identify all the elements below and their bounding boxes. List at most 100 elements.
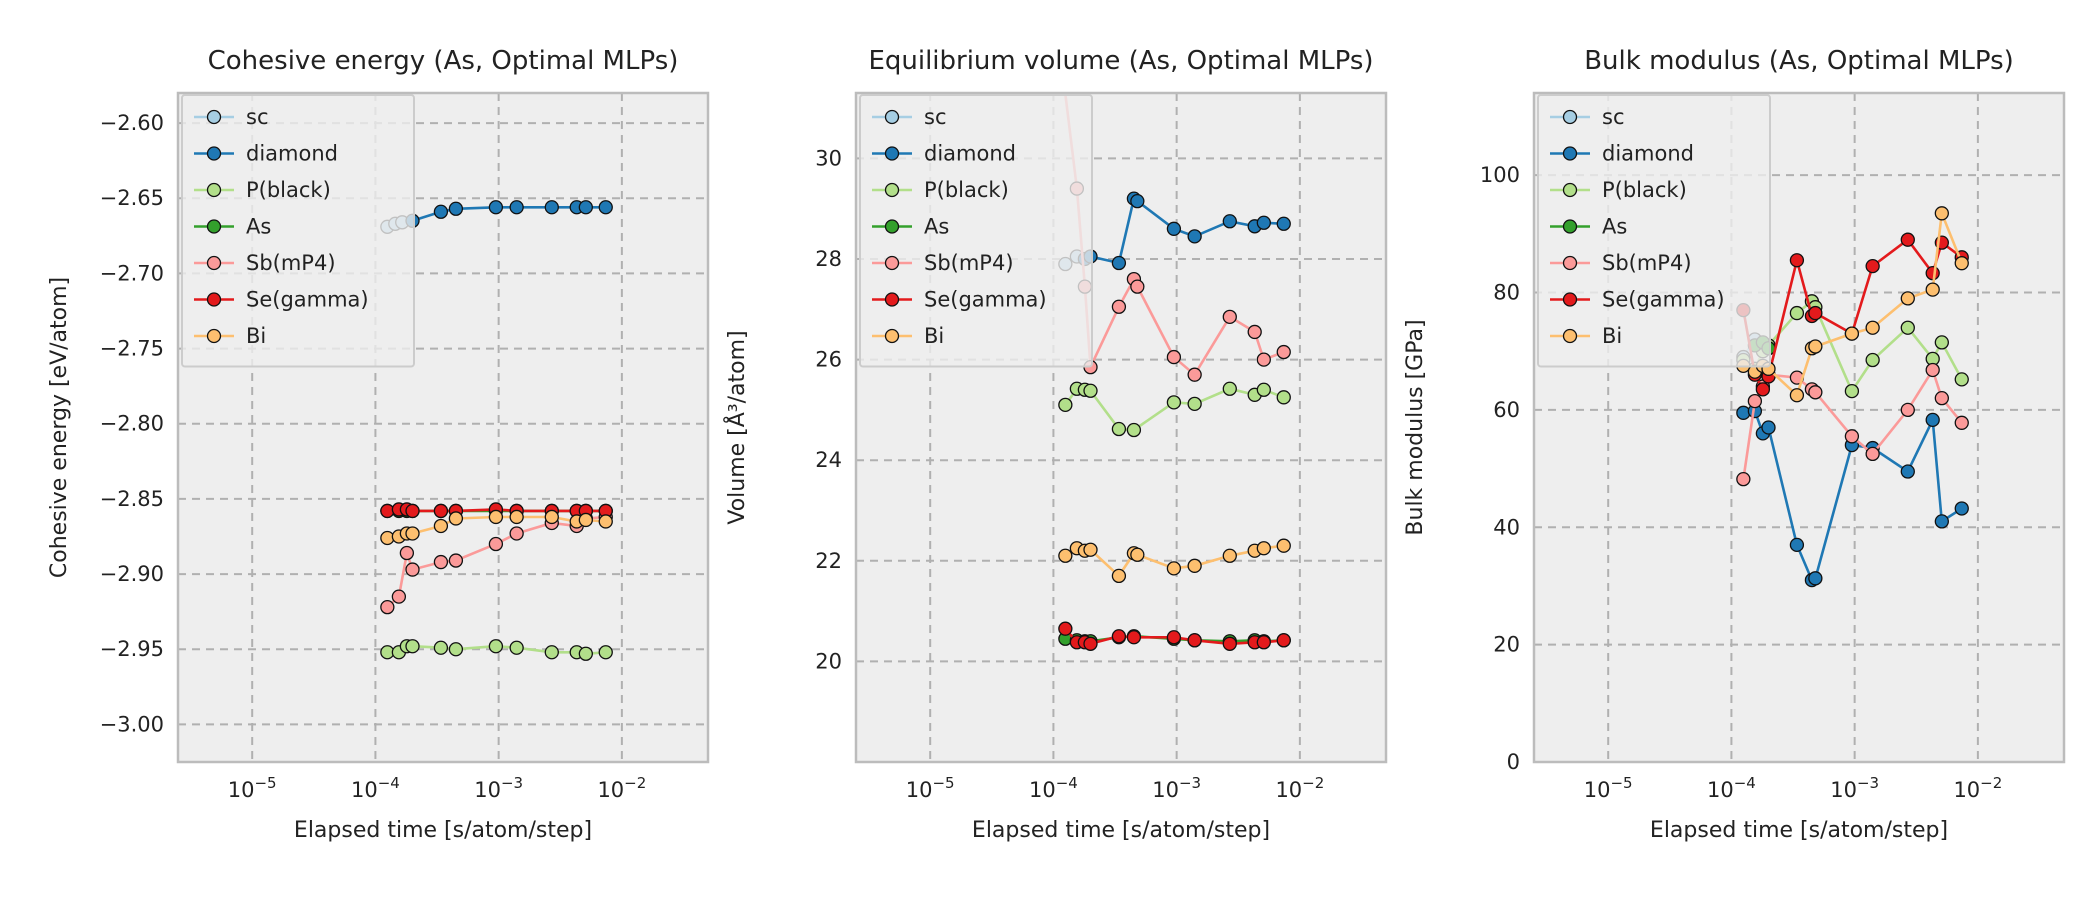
x-tick-label: 10−2 xyxy=(1275,774,1324,802)
data-point-Se(gamma) xyxy=(1865,258,1880,274)
chart-title: Cohesive energy (As, Optimal MLPs) xyxy=(208,46,679,76)
x-tick-label: 10−4 xyxy=(351,774,400,802)
legend-swatch-marker xyxy=(884,255,900,271)
data-point-P(black) xyxy=(1954,372,1969,387)
legend-entry-label: Sb(mP4) xyxy=(246,251,336,275)
data-point-Sb(mP4) xyxy=(1166,349,1182,365)
legend-swatch-marker xyxy=(884,328,900,344)
data-point-P(black) xyxy=(448,642,464,657)
data-point-Bi xyxy=(1058,548,1073,563)
data-point-Sb(mP4) xyxy=(399,545,415,561)
data-point-P(black) xyxy=(509,640,524,655)
legend-entry-label: As xyxy=(246,215,271,239)
legend: sc diamond P(black) As Sb(mP4) Se(gamma) Bi xyxy=(1537,94,1771,368)
data-point-Sb(mP4) xyxy=(1187,367,1202,382)
legend-entry-label: sc xyxy=(924,105,947,129)
data-point-Sb(mP4) xyxy=(509,526,524,541)
data-point-Se(gamma) xyxy=(1755,382,1771,397)
plot-frame xyxy=(854,91,1388,764)
data-point-Se(gamma) xyxy=(1925,266,1940,281)
data-point-diamond xyxy=(1925,412,1940,428)
legend-entry-label: Bi xyxy=(924,324,944,348)
legend-swatch-marker xyxy=(1562,219,1578,234)
data-point-Sb(mP4) xyxy=(1925,362,1940,378)
data-point-Se(gamma) xyxy=(1256,635,1271,650)
data-point-Bi xyxy=(1954,256,1969,271)
legend-entry-label: diamond xyxy=(924,142,1016,166)
y-tick-label: 24 xyxy=(815,448,842,472)
y-axis-label: Cohesive energy [eV/atom] xyxy=(47,277,72,578)
legend-swatch-marker xyxy=(206,146,222,161)
data-point-diamond xyxy=(1808,571,1823,586)
legend-swatch-marker xyxy=(206,328,222,344)
chart-panel-1: −3.00 −2.95 −2.90 −2.85 −2.80 −2.75 −2.70 −2.65… xyxy=(47,46,710,843)
legend-entry-label: diamond xyxy=(246,142,338,166)
y-tick-label: 60 xyxy=(1493,398,1520,422)
y-tick-label: 0 xyxy=(1507,750,1520,774)
y-tick-label: −2.65 xyxy=(100,186,164,210)
y-tick-label: 22 xyxy=(815,549,842,573)
legend: sc diamond P(black) As Sb(mP4) Se(gamma) Bi xyxy=(859,94,1093,368)
legend-box xyxy=(1537,94,1771,368)
x-axis-label: Elapsed time [s/atom/step] xyxy=(1650,818,1948,843)
chart-panel-2: 20 22 24 26 28 30 10−5 10−4 10−3 10−2 Equilibrium … xyxy=(723,46,1388,843)
data-point-Sb(mP4) xyxy=(1865,446,1880,462)
data-point-P(black) xyxy=(1058,397,1073,413)
legend-box xyxy=(859,94,1093,368)
data-point-diamond xyxy=(1761,420,1776,435)
y-tick-label: −2.90 xyxy=(100,562,164,586)
data-point-P(black) xyxy=(1934,335,1949,350)
y-tick-label: −2.75 xyxy=(100,337,164,361)
legend-swatch-marker xyxy=(884,109,900,125)
data-point-diamond xyxy=(1934,514,1949,529)
data-point-Se(gamma) xyxy=(433,503,449,519)
data-point-Sb(mP4) xyxy=(1130,279,1145,294)
chart-panel-3: 0 20 40 60 80 100 10−5 10−4 10−3 10−2 Bulk modulus… xyxy=(1403,46,2066,843)
legend: sc diamond P(black) As Sb(mP4) Se(gamma) Bi xyxy=(181,94,415,368)
legend-entry-label: As xyxy=(1602,215,1627,239)
legend-entry-label: sc xyxy=(1602,105,1625,129)
data-point-diamond xyxy=(433,204,449,219)
data-point-Bi xyxy=(1130,547,1145,562)
plot-frame xyxy=(1532,91,2066,764)
legend-swatch-marker xyxy=(884,292,900,307)
x-axis-label: Elapsed time [s/atom/step] xyxy=(294,818,592,843)
legend-swatch-marker xyxy=(206,109,222,125)
data-point-Se(gamma) xyxy=(1276,633,1291,648)
legend-swatch-marker xyxy=(1562,292,1578,307)
data-point-P(black) xyxy=(598,645,613,660)
data-point-diamond xyxy=(544,200,559,215)
data-point-Bi xyxy=(1844,326,1860,341)
data-point-P(black) xyxy=(1276,390,1291,405)
data-point-Bi xyxy=(1083,542,1098,557)
legend-entry-label: As xyxy=(924,215,949,239)
legend-entry-label: diamond xyxy=(1602,142,1694,166)
data-point-Bi xyxy=(1111,568,1127,584)
y-tick-label: 26 xyxy=(815,348,842,372)
plot-frame xyxy=(176,91,710,764)
data-point-Bi xyxy=(1187,558,1202,573)
data-point-P(black) xyxy=(1083,383,1098,398)
legend-swatch-marker xyxy=(884,182,900,198)
data-point-P(black) xyxy=(1789,305,1805,321)
data-point-P(black) xyxy=(1222,381,1237,396)
y-tick-label: 80 xyxy=(1493,281,1520,305)
y-tick-label: −3.00 xyxy=(100,712,164,736)
x-tick-label: 10−2 xyxy=(1953,774,2002,802)
legend-entry-label: Sb(mP4) xyxy=(924,251,1014,275)
data-point-Sb(mP4) xyxy=(1747,393,1763,409)
data-point-Bi xyxy=(578,512,593,528)
data-point-P(black) xyxy=(1166,395,1182,410)
y-tick-label: 28 xyxy=(815,247,842,271)
legend-entry-label: Bi xyxy=(1602,324,1622,348)
data-point-Se(gamma) xyxy=(1900,232,1915,247)
data-point-diamond xyxy=(1130,193,1145,209)
data-point-Bi xyxy=(1934,206,1949,221)
data-point-Se(gamma) xyxy=(1222,636,1237,651)
data-point-Se(gamma) xyxy=(1808,305,1823,321)
data-point-Bi xyxy=(1789,388,1805,403)
legend-swatch-marker xyxy=(1562,109,1578,125)
data-point-Sb(mP4) xyxy=(1111,299,1127,314)
legend-entry-label: Se(gamma) xyxy=(1602,288,1725,312)
data-point-diamond xyxy=(1222,214,1237,229)
